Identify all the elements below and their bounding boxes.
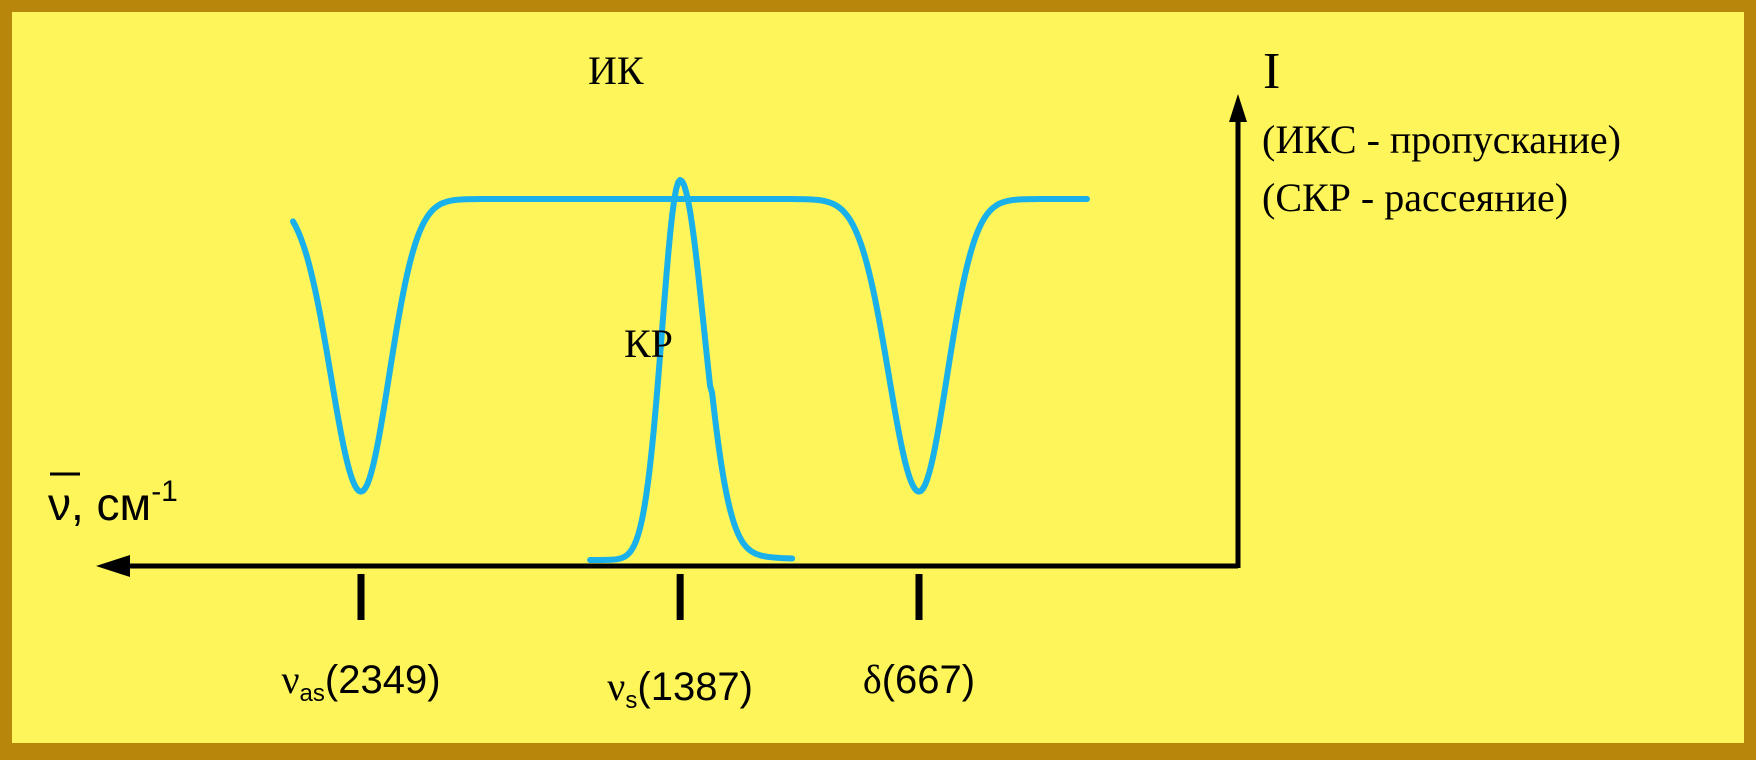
chart-background bbox=[12, 12, 1744, 743]
series-label-kr: КР bbox=[624, 321, 673, 366]
x-tick-label-2: δ(667) bbox=[863, 657, 975, 702]
y-axis-label: I bbox=[1263, 43, 1280, 100]
x-axis-ticks: νas(2349) νs(1387) δ(667) bbox=[281, 574, 975, 714]
y-axis-note-ir: (ИКС - пропускание) bbox=[1262, 117, 1621, 162]
x-tick-label-1: νs(1387) bbox=[607, 664, 753, 714]
x-axis-label: ν, см-1 bbox=[48, 475, 178, 530]
y-axis-arrowhead bbox=[1229, 94, 1247, 122]
raman-scattering-curve bbox=[587, 177, 796, 563]
series-label-ik: ИК bbox=[588, 48, 644, 93]
x-axis-label-superscript: -1 bbox=[151, 475, 178, 508]
x-tick-label-0: νas(2349) bbox=[281, 657, 440, 707]
x-axis-arrowhead bbox=[96, 555, 130, 577]
y-axis-note-raman: (СКР - рассеяние) bbox=[1262, 175, 1568, 220]
